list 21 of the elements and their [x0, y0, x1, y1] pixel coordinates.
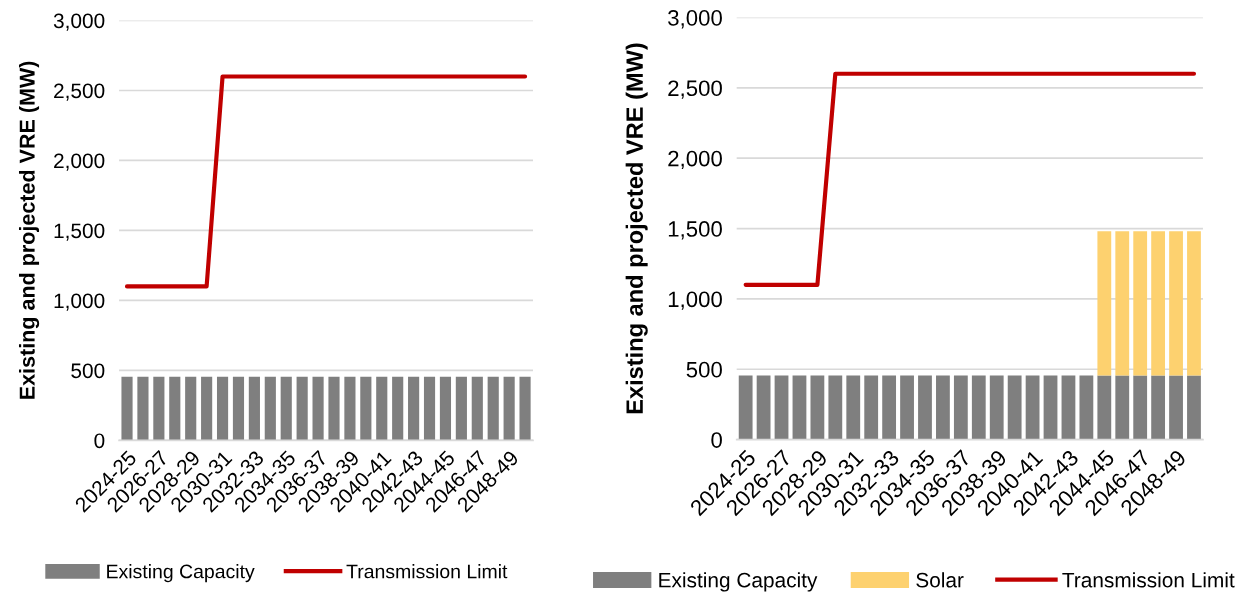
y-tick-label: 1,500 — [668, 221, 722, 240]
y-tick-label: 2,000 — [668, 150, 722, 170]
y-tick-label: 1,000 — [54, 293, 105, 311]
y-tick-label: 2,500 — [54, 83, 105, 101]
y-tick-label: 1,000 — [668, 291, 722, 310]
legend-label: Existing Capacity — [659, 572, 818, 592]
y-axis-title: Existing and projected VRE (MW) — [625, 43, 648, 414]
y-tick-label: 3,000 — [668, 10, 722, 29]
y-tick-label: 3,000 — [53, 13, 105, 31]
legend-label: Transmission Limit — [1062, 572, 1235, 588]
y-tick-label: 2,500 — [668, 80, 722, 99]
y-axis-title: Existing and projected VRE (MW) — [18, 61, 40, 399]
y-tick-label: 1,500 — [54, 223, 105, 241]
legend-label: Existing Capacity — [107, 564, 255, 583]
legend-label: Solar — [916, 572, 964, 588]
legend-label: Transmission Limit — [346, 564, 508, 579]
y-tick-label: 500 — [71, 363, 105, 379]
y-tick-label: 0 — [711, 432, 722, 448]
y-tick-label: 500 — [686, 361, 722, 378]
y-tick-label: 0 — [94, 433, 105, 449]
y-tick-label: 2,000 — [54, 153, 105, 171]
